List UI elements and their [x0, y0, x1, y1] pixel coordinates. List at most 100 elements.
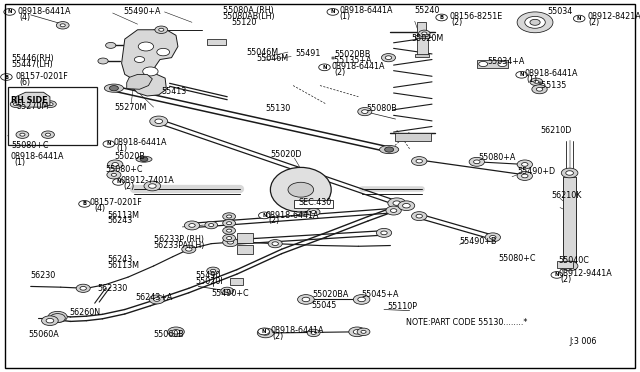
Circle shape: [168, 327, 184, 337]
Text: 55080B: 55080B: [366, 104, 397, 113]
Circle shape: [143, 67, 158, 76]
Text: N: N: [261, 329, 266, 334]
Circle shape: [361, 330, 366, 333]
Text: 55080+C: 55080+C: [498, 254, 536, 263]
Text: (1): (1): [116, 144, 127, 153]
Text: N: N: [330, 9, 335, 15]
Circle shape: [138, 42, 154, 51]
Bar: [415, 54, 429, 57]
Text: 55020I: 55020I: [195, 277, 223, 286]
Circle shape: [522, 163, 528, 166]
Circle shape: [80, 286, 86, 290]
Bar: [230, 278, 243, 285]
Text: N: N: [322, 65, 327, 70]
Circle shape: [385, 147, 394, 152]
Text: (2): (2): [123, 182, 134, 191]
Circle shape: [154, 298, 160, 301]
Circle shape: [159, 28, 164, 31]
Circle shape: [106, 42, 116, 48]
Circle shape: [530, 19, 540, 25]
Circle shape: [46, 318, 54, 323]
Circle shape: [79, 201, 90, 207]
Circle shape: [26, 94, 39, 102]
Polygon shape: [127, 74, 152, 89]
Circle shape: [416, 159, 422, 163]
Circle shape: [227, 215, 232, 218]
Circle shape: [107, 171, 121, 179]
Text: 55130: 55130: [266, 105, 291, 113]
Text: 55020M: 55020M: [411, 34, 443, 43]
Text: 55020BB: 55020BB: [334, 50, 371, 59]
Circle shape: [362, 110, 368, 113]
Circle shape: [566, 171, 573, 175]
Text: N: N: [519, 72, 524, 77]
Bar: [207, 39, 226, 45]
Circle shape: [393, 201, 401, 205]
Text: 08918-6441A: 08918-6441A: [18, 7, 72, 16]
Circle shape: [517, 12, 553, 33]
Circle shape: [150, 116, 168, 126]
Circle shape: [30, 97, 35, 100]
Text: 08157-0201F: 08157-0201F: [16, 72, 68, 81]
Circle shape: [381, 54, 396, 62]
Bar: [417, 22, 426, 33]
Circle shape: [1, 74, 12, 80]
Circle shape: [257, 328, 274, 338]
Circle shape: [53, 314, 62, 320]
Circle shape: [474, 160, 480, 164]
Text: 55490+A: 55490+A: [124, 7, 161, 16]
Circle shape: [221, 287, 234, 295]
Text: 55046M: 55046M: [256, 54, 288, 63]
Circle shape: [108, 160, 123, 169]
Circle shape: [60, 24, 65, 27]
Text: 56233P (RH): 56233P (RH): [154, 235, 204, 244]
Circle shape: [223, 238, 238, 247]
Ellipse shape: [104, 84, 124, 92]
Circle shape: [223, 227, 236, 234]
Text: NOTE:PART CODE 55130........*: NOTE:PART CODE 55130........*: [406, 318, 528, 327]
Circle shape: [516, 71, 527, 78]
Ellipse shape: [380, 145, 399, 154]
Text: 55490+D: 55490+D: [517, 167, 556, 176]
Circle shape: [148, 184, 156, 188]
Text: 55080+A: 55080+A: [479, 153, 516, 162]
Text: 55270M: 55270M: [16, 102, 49, 111]
Circle shape: [311, 331, 316, 334]
Circle shape: [517, 160, 532, 169]
Text: 55080+C: 55080+C: [11, 141, 49, 150]
Circle shape: [517, 171, 532, 180]
Circle shape: [561, 168, 578, 178]
Text: 08918-6441A: 08918-6441A: [332, 62, 385, 71]
Text: 08918-6441A: 08918-6441A: [270, 326, 324, 335]
Text: (1): (1): [526, 75, 537, 84]
Text: N: N: [577, 16, 582, 21]
Text: 08157-0201F: 08157-0201F: [90, 198, 142, 207]
Ellipse shape: [270, 167, 332, 212]
Bar: [294, 200, 333, 208]
Circle shape: [259, 212, 270, 219]
Text: 08918-6441A: 08918-6441A: [339, 6, 393, 15]
Circle shape: [48, 103, 53, 106]
Text: 56243: 56243: [108, 255, 132, 264]
Circle shape: [48, 311, 67, 323]
Circle shape: [385, 56, 392, 60]
Text: 08912-8421A: 08912-8421A: [588, 12, 640, 21]
Text: 56243: 56243: [108, 216, 132, 225]
Circle shape: [223, 234, 236, 242]
Circle shape: [20, 133, 25, 136]
Text: B: B: [83, 201, 86, 206]
Text: 56260N: 56260N: [69, 308, 100, 317]
Circle shape: [298, 295, 314, 304]
Text: 55020BA: 55020BA: [312, 290, 349, 299]
Bar: [237, 233, 253, 243]
Circle shape: [189, 224, 195, 227]
Circle shape: [207, 267, 220, 275]
Bar: [237, 245, 253, 254]
Circle shape: [534, 80, 539, 83]
Circle shape: [422, 32, 427, 35]
Circle shape: [225, 289, 230, 292]
Circle shape: [140, 157, 148, 161]
Circle shape: [98, 58, 108, 64]
Circle shape: [157, 48, 170, 56]
Circle shape: [112, 163, 118, 166]
